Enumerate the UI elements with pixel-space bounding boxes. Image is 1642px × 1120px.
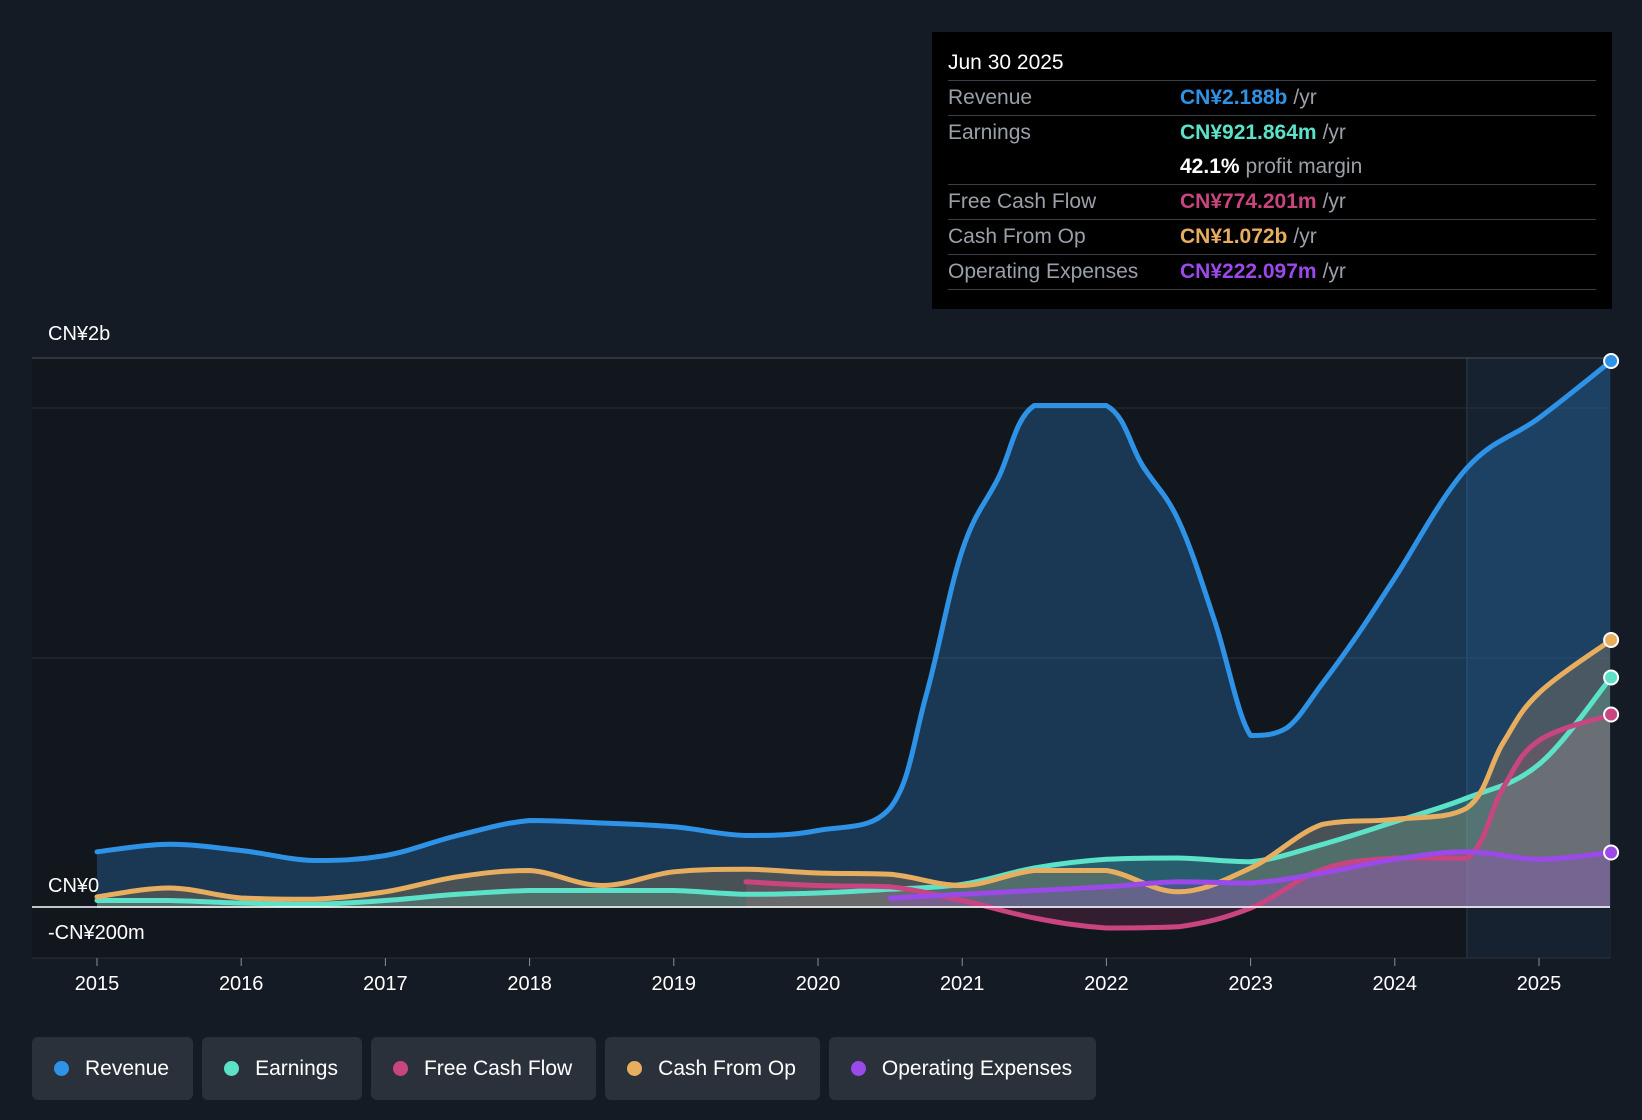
- x-tick-label: 2024: [1373, 973, 1418, 995]
- tooltip-panel: Jun 30 2025 Revenue CN¥2.188b /yr Earnin…: [932, 32, 1612, 309]
- y-axis-label-bottom: -CN¥200m: [48, 922, 145, 944]
- x-tick-label: 2022: [1084, 973, 1129, 995]
- tooltip-unit: /yr: [1293, 86, 1317, 109]
- x-tick-label: 2020: [796, 973, 841, 995]
- tooltip-label: Revenue: [948, 86, 1033, 109]
- earnings-endpoint: [1603, 669, 1620, 686]
- tooltip-label: Earnings: [948, 121, 1031, 144]
- free-cash-flow-endpoint: [1603, 706, 1620, 723]
- cash-from-op-endpoint: [1603, 632, 1620, 648]
- legend-item-operating-expenses[interactable]: Operating Expenses: [828, 1037, 1097, 1100]
- tooltip-value: CN¥774.201m: [1180, 190, 1317, 213]
- tooltip-unit: profit margin: [1245, 155, 1363, 178]
- x-tick-label: 2023: [1228, 973, 1273, 995]
- legend-item-revenue[interactable]: Revenue: [32, 1037, 194, 1100]
- tooltip-label: [948, 150, 1180, 184]
- tooltip-date: Jun 30 2025: [948, 46, 1596, 81]
- x-tick-label: 2017: [363, 973, 408, 995]
- tooltip-value: CN¥921.864m: [1180, 121, 1317, 144]
- tooltip-row-free-cash-flow: Free Cash Flow CN¥774.201m /yr: [948, 185, 1596, 220]
- operating-expenses-line: [887, 849, 1610, 901]
- x-tick-label: 2015: [75, 973, 120, 995]
- legend-dot-icon: [850, 1061, 866, 1076]
- legend-dot-icon: [54, 1061, 69, 1076]
- tooltip-label: Free Cash Flow: [948, 190, 1097, 213]
- tooltip-unit: /yr: [1322, 190, 1346, 213]
- revenue-area: [97, 361, 1610, 908]
- legend-label: Cash From Op: [658, 1056, 796, 1080]
- tooltip-row-revenue: Revenue CN¥2.188b /yr: [948, 81, 1596, 116]
- legend-dot-icon: [224, 1061, 240, 1076]
- legend-label: Free Cash Flow: [423, 1056, 573, 1080]
- legend-dot-icon: [627, 1061, 643, 1076]
- tooltip-row-operating-expenses: Operating Expenses CN¥222.097m /yr: [948, 255, 1596, 290]
- x-tick-label: 2016: [219, 973, 264, 995]
- x-tick-label: 2021: [940, 973, 985, 995]
- y-axis-label-zero: CN¥0: [48, 875, 99, 897]
- legend-item-cash-from-op[interactable]: Cash From Op: [605, 1037, 820, 1100]
- cash-from-op-line: [94, 637, 1610, 902]
- tooltip-unit: /yr: [1322, 260, 1346, 283]
- tooltip-label: Cash From Op: [948, 225, 1086, 248]
- legend-item-earnings[interactable]: Earnings: [202, 1037, 362, 1100]
- x-tick-label: 2019: [652, 973, 697, 995]
- tooltip-row-cash-from-op: Cash From Op CN¥1.072b /yr: [948, 220, 1596, 255]
- tooltip-value: CN¥222.097m: [1180, 260, 1317, 283]
- earnings-line: [94, 675, 1610, 907]
- y-axis-label-top: CN¥2b: [48, 323, 110, 345]
- x-tick-label: 2025: [1517, 973, 1562, 995]
- legend-label: Earnings: [255, 1056, 338, 1080]
- tooltip-unit: /yr: [1322, 121, 1346, 144]
- x-tick-label: 2018: [507, 973, 552, 995]
- tooltip-row-profit-margin: 42.1% profit margin: [948, 150, 1596, 185]
- legend-label: Revenue: [85, 1056, 170, 1080]
- legend: Revenue Earnings Free Cash Flow Cash Fro…: [32, 1037, 1105, 1100]
- revenue-line: [94, 358, 1610, 863]
- cash-from-op-area: [97, 640, 1610, 908]
- legend-item-free-cash-flow[interactable]: Free Cash Flow: [370, 1037, 597, 1100]
- tooltip-unit: /yr: [1293, 225, 1317, 248]
- free-cash-flow-area: [745, 714, 1610, 928]
- operating-expenses-area: [890, 851, 1610, 908]
- legend-label: Operating Expenses: [881, 1056, 1073, 1080]
- tooltip-value: CN¥2.188b: [1180, 86, 1288, 109]
- earnings-area: [97, 678, 1610, 908]
- revenue-endpoint: [1603, 353, 1620, 369]
- free-cash-flow-line: [743, 712, 1610, 931]
- tooltip-value: CN¥1.072b: [1180, 225, 1288, 248]
- legend-dot-icon: [392, 1061, 408, 1076]
- operating-expenses-endpoint: [1603, 844, 1620, 861]
- tooltip-label: Operating Expenses: [948, 260, 1139, 283]
- tooltip-row-earnings: Earnings CN¥921.864m /yr: [948, 116, 1596, 150]
- tooltip-value: 42.1%: [1180, 155, 1240, 178]
